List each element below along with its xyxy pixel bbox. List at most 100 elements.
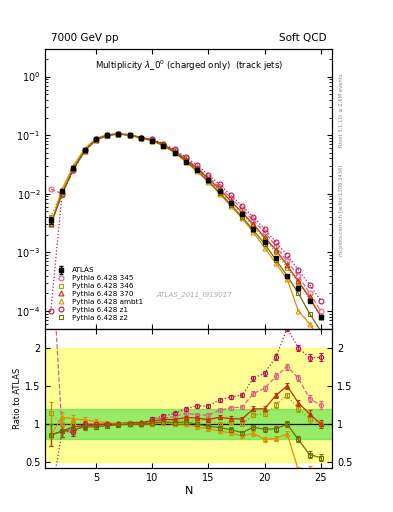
Pythia 6.428 345 (94, 136, 98, 142)
Pythia 6.428 z1 (195, 162, 199, 168)
Pythia 6.428 ambt1 (138, 135, 143, 141)
Pythia 6.428 z1 (161, 140, 166, 146)
Pythia 6.428 346 (105, 132, 109, 138)
Pythia 6.428 346 (217, 188, 222, 195)
Pythia 6.428 345 (184, 156, 188, 162)
Pythia 6.428 345 (318, 308, 323, 314)
Pythia 6.428 z1 (138, 135, 143, 141)
Pythia 6.428 ambt1 (251, 229, 256, 236)
Line: Pythia 6.428 370: Pythia 6.428 370 (48, 131, 323, 319)
Pythia 6.428 ambt1 (161, 143, 166, 149)
Pythia 6.428 z1 (296, 267, 301, 273)
Pythia 6.428 ambt1 (82, 146, 87, 152)
Pythia 6.428 370 (217, 186, 222, 192)
Pythia 6.428 345 (60, 190, 64, 197)
Pythia 6.428 ambt1 (94, 135, 98, 141)
Pythia 6.428 370 (127, 132, 132, 138)
Pythia 6.428 346 (285, 265, 289, 271)
Pythia 6.428 370 (71, 165, 76, 172)
Pythia 6.428 346 (60, 188, 64, 195)
Pythia 6.428 z1 (274, 239, 278, 245)
Pythia 6.428 ambt1 (296, 308, 301, 314)
Pythia 6.428 345 (161, 141, 166, 147)
Pythia 6.428 345 (82, 147, 87, 154)
Pythia 6.428 346 (138, 135, 143, 141)
Pythia 6.428 z1 (206, 172, 211, 178)
Pythia 6.428 ambt1 (184, 159, 188, 165)
Pythia 6.428 346 (48, 214, 53, 220)
Pythia 6.428 346 (161, 142, 166, 148)
Pythia 6.428 370 (262, 234, 267, 241)
Pythia 6.428 345 (274, 243, 278, 249)
Pythia 6.428 345 (251, 218, 256, 224)
Pythia 6.428 z2 (94, 137, 98, 143)
Pythia 6.428 370 (82, 148, 87, 154)
Pythia 6.428 z2 (307, 310, 312, 316)
Pythia 6.428 z2 (127, 132, 132, 138)
Pythia 6.428 z1 (251, 214, 256, 220)
Pythia 6.428 345 (206, 175, 211, 181)
Pythia 6.428 370 (105, 132, 109, 138)
Pythia 6.428 z2 (161, 142, 166, 148)
Pythia 6.428 346 (228, 199, 233, 205)
Pythia 6.428 370 (240, 209, 244, 216)
Pythia 6.428 370 (94, 137, 98, 143)
Pythia 6.428 ambt1 (307, 321, 312, 327)
Pythia 6.428 370 (228, 198, 233, 204)
Pythia 6.428 345 (296, 272, 301, 279)
Pythia 6.428 346 (296, 280, 301, 286)
Pythia 6.428 z1 (127, 132, 132, 138)
Pythia 6.428 z1 (184, 154, 188, 160)
Pythia 6.428 346 (172, 148, 177, 155)
Pythia 6.428 345 (105, 132, 109, 138)
Pythia 6.428 z1 (285, 252, 289, 258)
Pythia 6.428 z2 (318, 328, 323, 334)
Pythia 6.428 z2 (172, 149, 177, 155)
Pythia 6.428 345 (127, 132, 132, 138)
Pythia 6.428 z2 (285, 272, 289, 279)
Line: Pythia 6.428 z2: Pythia 6.428 z2 (48, 132, 323, 334)
Pythia 6.428 ambt1 (48, 221, 53, 227)
Pythia 6.428 ambt1 (274, 260, 278, 266)
Pythia 6.428 ambt1 (206, 179, 211, 185)
Pythia 6.428 z2 (82, 148, 87, 155)
Text: ATLAS_2011_I919017: ATLAS_2011_I919017 (156, 291, 232, 298)
Pythia 6.428 z1 (60, 190, 64, 197)
Pythia 6.428 ambt1 (217, 190, 222, 197)
Pythia 6.428 346 (71, 164, 76, 170)
Pythia 6.428 ambt1 (127, 132, 132, 138)
Pythia 6.428 345 (150, 136, 154, 142)
Text: Rivet 3.1.10; ≥ 2.6M events: Rivet 3.1.10; ≥ 2.6M events (339, 73, 344, 147)
Text: 7000 GeV pp: 7000 GeV pp (51, 33, 118, 43)
Pythia 6.428 345 (138, 135, 143, 141)
Pythia 6.428 370 (48, 221, 53, 227)
Pythia 6.428 z2 (251, 227, 256, 233)
Pythia 6.428 370 (172, 148, 177, 155)
Pythia 6.428 346 (150, 137, 154, 143)
Pythia 6.428 345 (172, 147, 177, 154)
Pythia 6.428 ambt1 (172, 150, 177, 156)
Pythia 6.428 z2 (105, 133, 109, 139)
Text: mcplots.cern.ch [arXiv:1306.3436]: mcplots.cern.ch [arXiv:1306.3436] (339, 164, 344, 255)
Y-axis label: Ratio to ATLAS: Ratio to ATLAS (13, 368, 22, 429)
Pythia 6.428 z2 (274, 257, 278, 263)
Pythia 6.428 370 (285, 262, 289, 268)
Pythia 6.428 ambt1 (262, 245, 267, 251)
Pythia 6.428 346 (240, 211, 244, 217)
Pythia 6.428 345 (307, 290, 312, 296)
Legend: ATLAS, Pythia 6.428 345, Pythia 6.428 346, Pythia 6.428 370, Pythia 6.428 ambt1,: ATLAS, Pythia 6.428 345, Pythia 6.428 34… (51, 265, 145, 323)
Pythia 6.428 345 (262, 229, 267, 236)
Pythia 6.428 370 (318, 313, 323, 319)
Pythia 6.428 z1 (150, 136, 154, 142)
Pythia 6.428 z2 (206, 178, 211, 184)
Pythia 6.428 ambt1 (116, 131, 121, 137)
Pythia 6.428 z1 (318, 297, 323, 304)
Pythia 6.428 ambt1 (285, 276, 289, 282)
Pythia 6.428 z2 (150, 137, 154, 143)
Pythia 6.428 z2 (240, 214, 244, 220)
Pythia 6.428 345 (71, 167, 76, 174)
Pythia 6.428 z2 (71, 166, 76, 173)
Pythia 6.428 z1 (228, 192, 233, 198)
Pythia 6.428 z1 (116, 131, 121, 137)
Pythia 6.428 345 (228, 195, 233, 201)
